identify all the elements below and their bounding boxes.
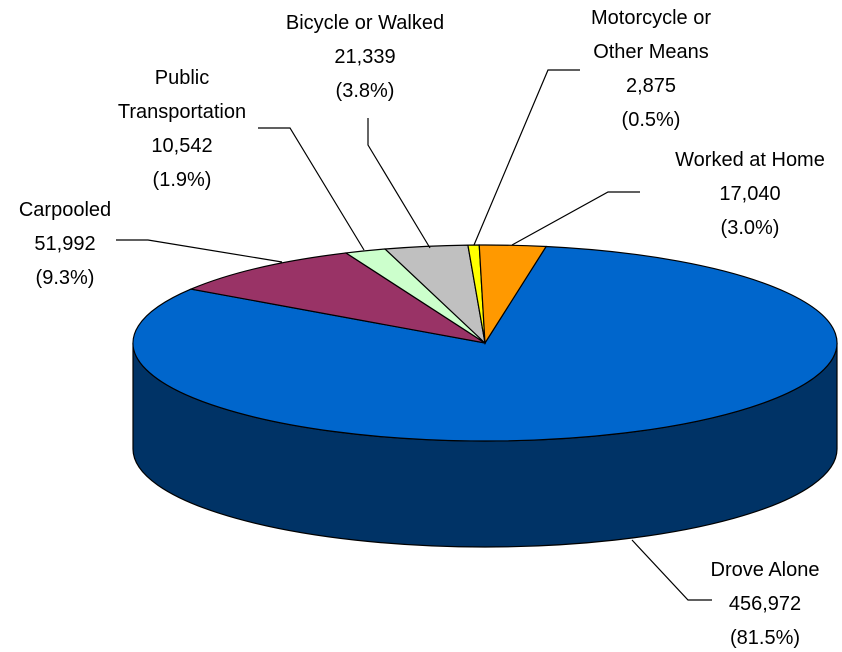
slice	[478, 244, 548, 345]
leader-line	[367, 118, 431, 249]
slice	[188, 252, 486, 344]
percent-label: (81.5%)	[729, 627, 801, 649]
value-label: 10,542	[151, 135, 213, 157]
category-label: Bicycle or Walked	[285, 12, 445, 34]
percent-label: (3.0%)	[720, 217, 780, 239]
slices	[132, 244, 838, 548]
percent-label: (9.3%)	[35, 267, 95, 289]
value-label: 456,972	[728, 593, 802, 615]
slice-label: Motorcycle or Other Means 2,875 (0.5%)	[576, 1, 726, 137]
value-label: 2,875	[625, 75, 677, 97]
category-label: Public Transportation	[117, 67, 247, 123]
value-label: 21,339	[334, 46, 396, 68]
slice-label: Bicycle or Walked 21,339 (3.8%)	[265, 6, 465, 108]
leader-lines	[116, 69, 712, 601]
category-label: Worked at Home	[675, 149, 825, 171]
leader-line	[258, 127, 365, 251]
category-label: Drove Alone	[710, 559, 820, 581]
percent-label: (1.9%)	[152, 169, 212, 191]
leader-line	[116, 239, 283, 263]
percent-label: (3.8%)	[335, 80, 395, 102]
slice-label: Public Transportation 10,542 (1.9%)	[97, 61, 267, 197]
leader-line	[511, 191, 640, 246]
value-label: 17,040	[719, 183, 781, 205]
percent-label: (0.5%)	[621, 109, 681, 131]
value-label: 51,992	[34, 233, 96, 255]
leader-line	[473, 69, 580, 246]
slice-label: Drove Alone 456,972 (81.5%)	[665, 553, 842, 652]
category-label: Motorcycle or Other Means	[590, 7, 712, 63]
slice-label: Worked at Home 17,040 (3.0%)	[650, 143, 842, 245]
slice-label: Carpooled 51,992 (9.3%)	[0, 193, 130, 295]
category-label: Carpooled	[18, 199, 112, 221]
leader-line	[631, 539, 712, 601]
